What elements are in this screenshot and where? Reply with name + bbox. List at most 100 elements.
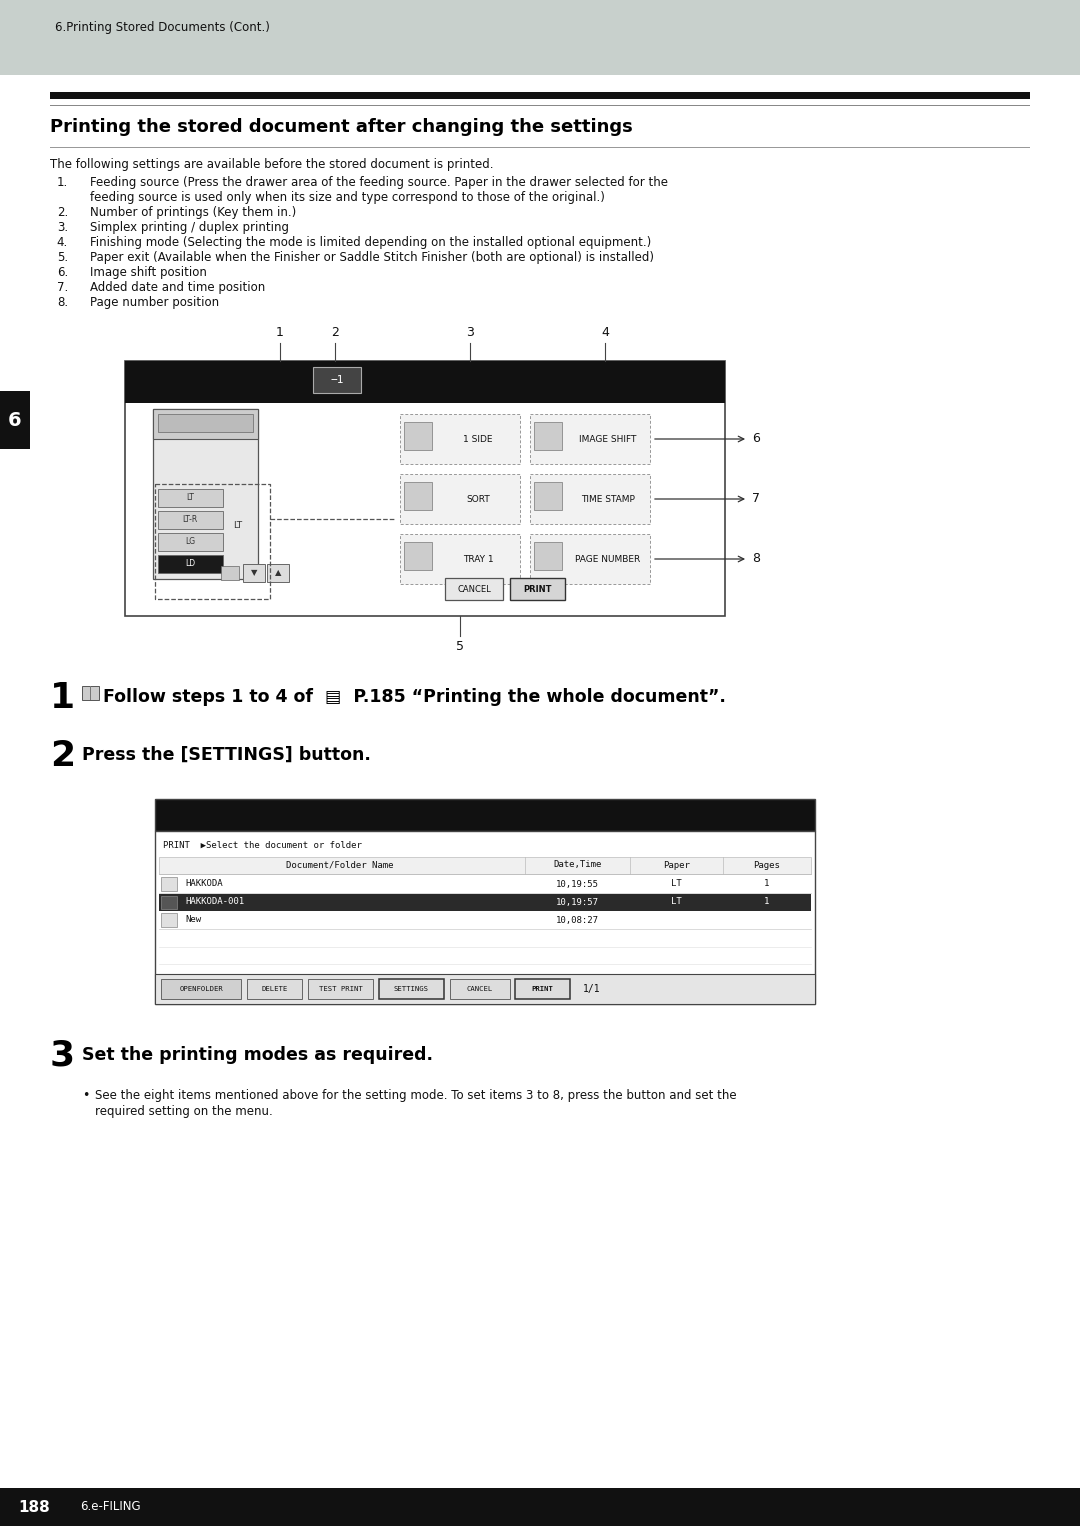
Text: Simplex printing / duplex printing: Simplex printing / duplex printing [90,221,289,233]
Bar [153,409,258,439]
Bar [161,980,241,1000]
Text: LT: LT [671,879,681,888]
Bar [445,578,503,600]
Text: 7: 7 [752,493,760,505]
Text: DELETE: DELETE [261,986,287,992]
Text: 3: 3 [50,1039,76,1073]
Text: TIME STAMP: TIME STAMP [581,494,635,504]
Bar [404,423,432,450]
Text: Added date and time position: Added date and time position [90,281,266,295]
Text: 3.: 3. [57,221,68,233]
Text: Printing the stored document after changing the settings: Printing the stored document after chang… [50,118,633,136]
Text: PAGE NUMBER: PAGE NUMBER [576,554,640,563]
Text: −1: −1 [330,375,343,385]
Text: New: New [185,916,201,925]
Bar [530,414,650,464]
Text: PRINT  ▶Select the document or folder: PRINT ▶Select the document or folder [163,841,362,850]
Text: 6.e-FILING: 6.e-FILING [80,1500,140,1514]
Bar [308,980,373,1000]
Bar [515,980,570,1000]
Text: 10,19:57: 10,19:57 [556,897,599,906]
Text: LT-R: LT-R [183,516,198,525]
Bar [534,482,562,510]
Text: PRINT: PRINT [523,584,551,594]
Text: IMAGE SHIFT: IMAGE SHIFT [579,435,637,444]
Text: 5: 5 [456,639,464,653]
Bar [50,92,1030,99]
Bar [125,362,725,403]
Text: Finishing mode (Selecting the mode is limited depending on the installed optiona: Finishing mode (Selecting the mode is li… [90,237,651,249]
Text: Document/Folder Name: Document/Folder Name [286,861,393,870]
Bar [530,475,650,523]
Text: 6: 6 [752,432,760,446]
Bar [534,542,562,571]
Text: 7.: 7. [57,281,68,295]
Text: TRAY 1: TRAY 1 [462,554,494,563]
Text: 1 SIDE: 1 SIDE [463,435,492,444]
Bar [159,858,811,874]
Bar [400,414,519,464]
Text: SORT: SORT [467,494,490,504]
Text: LT: LT [186,493,194,502]
Bar [404,542,432,571]
Text: TEST PRINT: TEST PRINT [319,986,363,992]
Text: 1.: 1. [57,175,68,189]
Text: 5.: 5. [57,250,68,264]
Text: 2: 2 [332,327,339,339]
Bar [158,511,222,530]
Text: CANCEL: CANCEL [457,584,491,594]
Text: CANCEL: CANCEL [467,986,494,992]
Text: HAKKODA-001: HAKKODA-001 [185,897,244,906]
Bar [243,565,265,581]
Text: 1: 1 [50,681,76,716]
Bar [530,534,650,584]
Bar [161,913,177,926]
Text: Pages: Pages [754,861,780,870]
Text: 1/1: 1/1 [583,984,600,993]
Bar [153,409,258,578]
Bar [267,565,289,581]
Bar [0,1488,1080,1526]
Text: 2.: 2. [57,206,68,220]
Text: 1: 1 [765,879,769,888]
Text: Press the [SETTINGS] button.: Press the [SETTINGS] button. [82,746,370,765]
Bar [125,362,725,617]
Bar [400,534,519,584]
Text: The following settings are available before the stored document is printed.: The following settings are available bef… [50,159,494,171]
Bar [158,555,222,572]
Text: required setting on the menu.: required setting on the menu. [95,1105,273,1119]
Bar [82,687,99,700]
Text: 188: 188 [18,1500,50,1514]
Text: LT: LT [233,520,242,530]
Text: Number of printings (Key them in.): Number of printings (Key them in.) [90,206,296,220]
Bar [158,414,253,432]
Text: 4: 4 [602,327,609,339]
Bar [156,974,815,1004]
Text: 6.: 6. [57,266,68,279]
Text: LG: LG [185,537,195,546]
Text: 1: 1 [276,327,284,339]
Text: 10,19:55: 10,19:55 [556,879,599,888]
Bar [161,877,177,891]
Bar [404,482,432,510]
Text: Follow steps 1 to 4 of  ▤  P.185 “Printing the whole document”.: Follow steps 1 to 4 of ▤ P.185 “Printing… [103,688,726,707]
Text: 8.: 8. [57,296,68,308]
Text: LD: LD [185,560,195,569]
Text: Paper: Paper [663,861,690,870]
Bar [450,980,510,1000]
Bar [313,366,361,394]
Text: 2: 2 [50,739,76,774]
Text: 8: 8 [752,552,760,566]
Bar [510,578,565,600]
Text: 6.Printing Stored Documents (Cont.): 6.Printing Stored Documents (Cont.) [55,21,270,35]
Text: Paper exit (Available when the Finisher or Saddle Stitch Finisher (both are opti: Paper exit (Available when the Finisher … [90,250,654,264]
Text: SETTINGS: SETTINGS [394,986,429,992]
Bar [156,832,815,1004]
Bar [161,896,177,909]
Text: Image shift position: Image shift position [90,266,207,279]
Bar [158,488,222,507]
Text: ▼: ▼ [251,569,257,577]
Text: •: • [82,1090,90,1102]
Bar [0,391,30,449]
Bar [221,566,239,580]
